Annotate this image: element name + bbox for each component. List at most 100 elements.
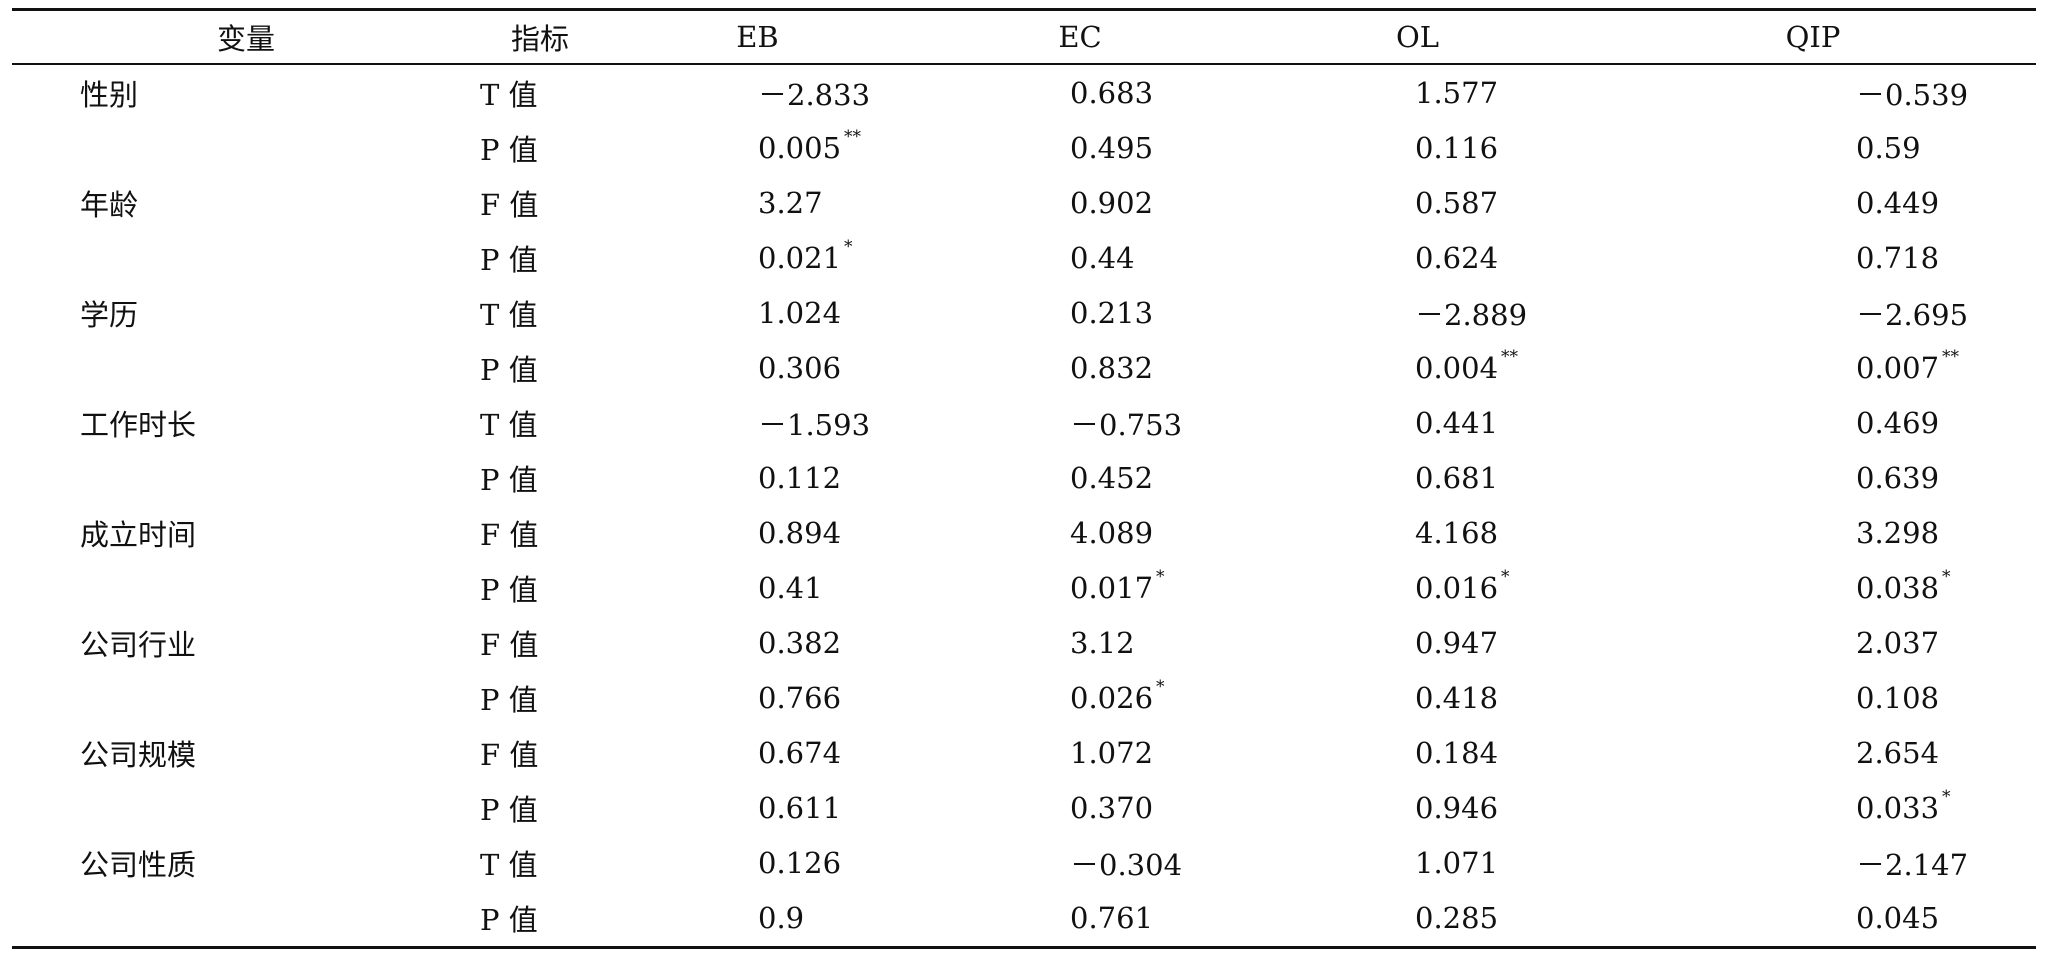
cell-qip: 0.108 (1590, 670, 2036, 725)
cell-indicator: F 值 (480, 517, 539, 552)
cell-eb-value: －2.833 (758, 77, 871, 112)
cell-ec: 0.370 (915, 780, 1245, 835)
cell-qip-value: 0.045 (1856, 900, 1940, 935)
statistics-table: 变量 指标 EB EC OL QIP 性别 T 值 －2.833 0.683 1.577… (12, 11, 2036, 945)
cell-eb: 0.766 (600, 670, 915, 725)
cell-ec: 0.017 * (915, 560, 1245, 615)
cell-ec: 0.213 (915, 285, 1245, 340)
cell-eb: 3.27 (600, 175, 915, 230)
cell-eb-value: 0.611 (758, 790, 842, 825)
cell-qip: 0.038 * (1590, 560, 2036, 615)
cell-eb: 0.9 (600, 890, 915, 945)
cell-indicator: F 值 (480, 187, 539, 222)
cell-qip: －2.147 (1590, 835, 2036, 890)
cell-variable: 年龄 (80, 187, 139, 222)
table-row: 性别 T 值 －2.833 0.683 1.577 －0.539 (12, 63, 2036, 120)
cell-ol: 0.947 (1245, 615, 1590, 670)
cell-ol-value: 0.116 (1415, 130, 1499, 165)
cell-variable (12, 230, 480, 285)
cell-ol-value: 1.071 (1415, 845, 1499, 880)
cell-ol-value: 0.681 (1415, 460, 1499, 495)
table-row: 学历 T 值 1.024 0.213 －2.889 －2.695 (12, 285, 2036, 340)
cell-eb: 0.611 (600, 780, 915, 835)
cell-qip: 0.469 (1590, 395, 2036, 450)
cell-qip-value: 0.033 (1856, 790, 1940, 825)
cell-ec-value: 0.44 (1070, 240, 1135, 275)
cell-indicator: P 值 (480, 572, 538, 607)
table-row: 成立时间 F 值 0.894 4.089 4.168 3.298 (12, 505, 2036, 560)
cell-qip: 0.639 (1590, 450, 2036, 505)
cell-ol: 0.184 (1245, 725, 1590, 780)
cell-ec: 0.452 (915, 450, 1245, 505)
cell-ec-value: 0.761 (1070, 900, 1154, 935)
cell-eb-value: 3.27 (758, 185, 823, 220)
cell-ol-value: 0.285 (1415, 900, 1499, 935)
cell-ol-value: 0.947 (1415, 625, 1499, 660)
table-row: 年龄 F 值 3.27 0.902 0.587 0.449 (12, 175, 2036, 230)
cell-variable: 学历 (80, 297, 139, 332)
cell-ec: 4.089 (915, 505, 1245, 560)
cell-indicator: T 值 (480, 407, 538, 442)
cell-eb: 0.021 * (600, 230, 915, 285)
cell-qip: 0.449 (1590, 175, 2036, 230)
cell-ec: 1.072 (915, 725, 1245, 780)
significance-marker: ** (1942, 346, 1960, 367)
header-variable: 变量 (216, 22, 275, 56)
cell-ol: 0.285 (1245, 890, 1590, 945)
table-header-row: 变量 指标 EB EC OL QIP (12, 11, 2036, 63)
cell-variable: 公司行业 (80, 627, 197, 662)
cell-ec-value: 0.370 (1070, 790, 1154, 825)
cell-ol-value: 0.587 (1415, 185, 1499, 220)
cell-ol-value: －2.889 (1415, 297, 1528, 332)
cell-qip: 0.718 (1590, 230, 2036, 285)
table-row: 公司性质 T 值 0.126 －0.304 1.071 －2.147 (12, 835, 2036, 890)
cell-variable (12, 670, 480, 725)
cell-ol-value: 0.184 (1415, 735, 1499, 770)
cell-ol-value: 0.418 (1415, 680, 1499, 715)
cell-variable (12, 780, 480, 835)
cell-eb-value: 0.306 (758, 350, 842, 385)
cell-eb-value: 0.766 (758, 680, 842, 715)
cell-ec: －0.304 (915, 835, 1245, 890)
cell-indicator: P 值 (480, 792, 538, 827)
cell-indicator: P 值 (480, 682, 538, 717)
cell-ol: 1.577 (1245, 63, 1590, 120)
cell-ec-value: －0.753 (1070, 407, 1183, 442)
cell-ol: 0.441 (1245, 395, 1590, 450)
cell-eb: 0.306 (600, 340, 915, 395)
header-eb: EB (736, 20, 779, 54)
cell-ol-value: 1.577 (1415, 75, 1499, 110)
cell-ec-value: 0.495 (1070, 130, 1154, 165)
cell-eb-value: －1.593 (758, 407, 871, 442)
header-qip: QIP (1785, 20, 1841, 54)
cell-qip-value: －2.147 (1856, 847, 1969, 882)
cell-variable (12, 890, 480, 945)
table-row: 公司规模 F 值 0.674 1.072 0.184 2.654 (12, 725, 2036, 780)
cell-qip-value: 0.59 (1856, 130, 1921, 165)
significance-marker: * (1156, 566, 1165, 587)
significance-marker: * (1501, 566, 1510, 587)
cell-ec: －0.753 (915, 395, 1245, 450)
cell-ec-value: 0.213 (1070, 295, 1154, 330)
cell-ol: 1.071 (1245, 835, 1590, 890)
cell-eb-value: 0.41 (758, 570, 823, 605)
cell-qip-value: 0.469 (1856, 405, 1940, 440)
cell-ec-value: 3.12 (1070, 625, 1135, 660)
cell-eb: 0.41 (600, 560, 915, 615)
table-row: P 值 0.41 0.017 * 0.016 * 0.038 * (12, 560, 2036, 615)
significance-marker: * (844, 236, 853, 257)
cell-qip-value: 0.108 (1856, 680, 1940, 715)
cell-eb-value: 0.005 (758, 130, 842, 165)
table-row: P 值 0.112 0.452 0.681 0.639 (12, 450, 2036, 505)
cell-ol-value: 0.441 (1415, 405, 1499, 440)
cell-ol: 0.587 (1245, 175, 1590, 230)
header-ec: EC (1058, 20, 1102, 54)
table-header-rule (12, 63, 2036, 65)
cell-indicator: P 值 (480, 242, 538, 277)
cell-qip: －0.539 (1590, 63, 2036, 120)
cell-ol: 0.116 (1245, 120, 1590, 175)
cell-variable: 工作时长 (80, 407, 197, 442)
cell-ec-value: 4.089 (1070, 515, 1154, 550)
cell-eb: 0.674 (600, 725, 915, 780)
cell-ol: 0.624 (1245, 230, 1590, 285)
